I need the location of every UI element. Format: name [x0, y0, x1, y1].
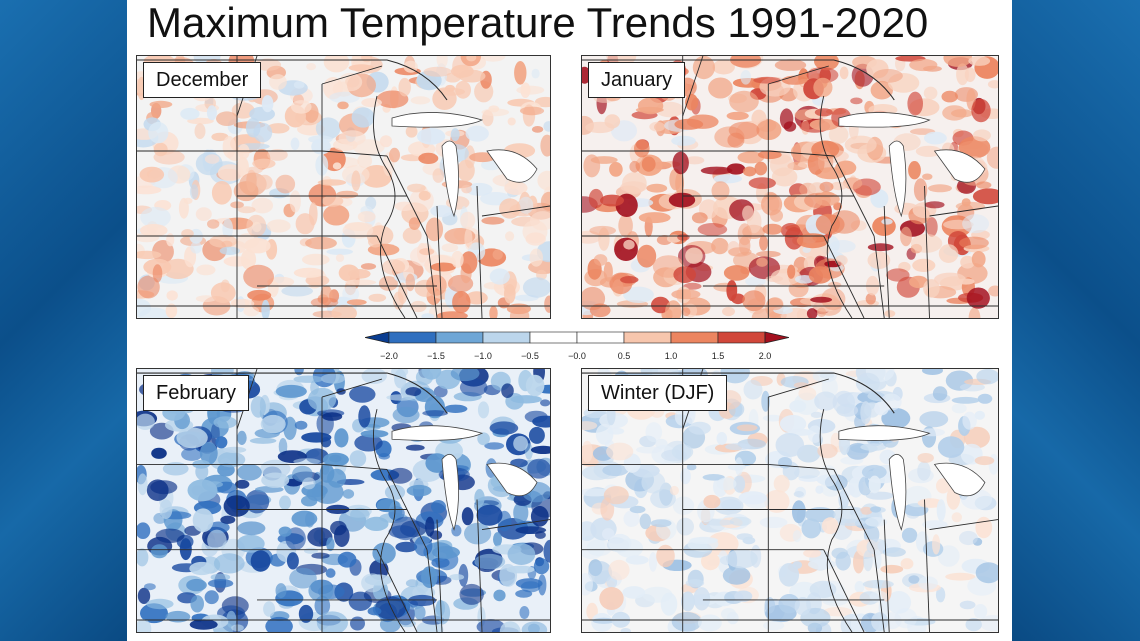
colorbar-segment — [717, 331, 766, 344]
colorbar-tick-label: −0.0 — [568, 351, 586, 361]
panel-label-february: February — [143, 375, 250, 411]
colorbar-tick-label: 1.5 — [712, 351, 725, 361]
state-boundaries — [137, 56, 550, 318]
colorbar-tick-label: −1.0 — [474, 351, 492, 361]
background-left-band — [0, 0, 127, 641]
great-lakes — [838, 425, 986, 531]
panel-label-december: December — [143, 62, 262, 98]
colorbar-segment — [482, 331, 531, 344]
colorbar-tick-label: −1.5 — [427, 351, 445, 361]
colorbar-tick-label: 2.0 — [759, 351, 772, 361]
colorbar-arrow-left — [365, 331, 390, 344]
state-boundaries — [137, 369, 550, 632]
panel-label-winter: Winter (DJF) — [588, 375, 728, 411]
slide-title: Maximum Temperature Trends 1991-2020 — [147, 0, 929, 46]
colorbar-arrow-right — [764, 331, 789, 344]
state-boundaries — [582, 369, 998, 632]
temperature-field — [137, 369, 550, 632]
colorbar-segment — [576, 331, 625, 344]
temperature-field — [582, 56, 998, 318]
map-panel-february: February — [136, 368, 551, 633]
map-panel-december: December — [136, 55, 551, 319]
colorbar-tick-label: −0.5 — [521, 351, 539, 361]
great-lakes — [838, 112, 986, 218]
slide: Maximum Temperature Trends 1991-2020 Dec… — [127, 0, 1012, 641]
panel-label-january: January — [588, 62, 686, 98]
colorbar-segment — [529, 331, 578, 344]
colorbar-tick-label: 1.0 — [665, 351, 678, 361]
colorbar-segment — [388, 331, 437, 344]
map-panel-winter: Winter (DJF) — [581, 368, 999, 633]
colorbar-segment — [623, 331, 672, 344]
temperature-map-february — [137, 369, 550, 632]
colorbar-segment — [435, 331, 484, 344]
colorbar-tick-label: 0.5 — [618, 351, 631, 361]
temperature-map-winter — [582, 369, 998, 632]
colorbar-legend: −2.0 −1.5 −1.0 −0.5 −0.0 0.5 1.0 1.5 2.0 — [365, 331, 789, 361]
temperature-map-january — [582, 56, 998, 318]
map-panel-january: January — [581, 55, 999, 319]
colorbar-tick-label: −2.0 — [380, 351, 398, 361]
colorbar-segment — [670, 331, 719, 344]
great-lakes — [391, 425, 538, 531]
state-boundaries — [582, 56, 998, 318]
great-lakes — [391, 112, 538, 218]
background-right-band — [1012, 0, 1140, 641]
